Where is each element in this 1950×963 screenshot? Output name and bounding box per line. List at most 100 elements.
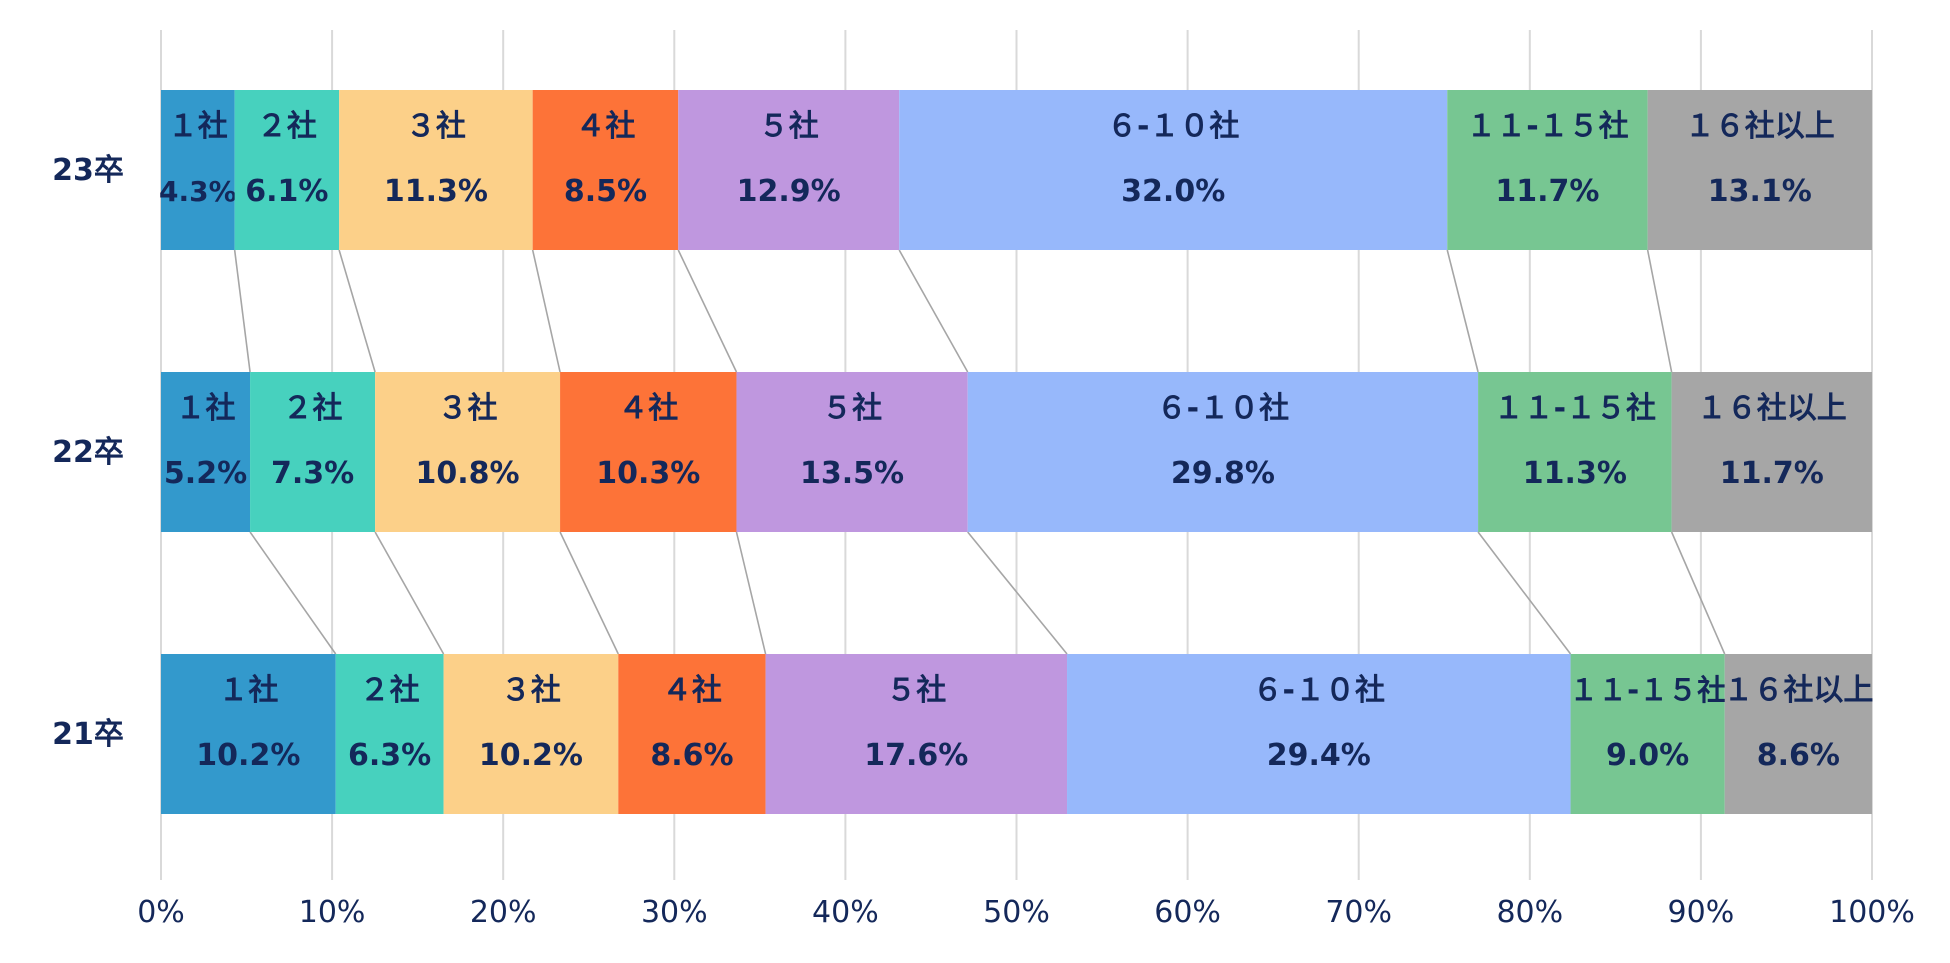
x-tick-label: 40% (812, 895, 879, 930)
series-connector-line (967, 531, 1068, 655)
series-connector-line (1446, 249, 1479, 373)
segment-series-label: １１-１５社 (1466, 109, 1628, 144)
segment-value-label: 32.0% (1121, 174, 1225, 209)
bar-segment (618, 654, 766, 814)
segment-value-label: 11.3% (1523, 456, 1627, 491)
bar-segment (335, 654, 444, 814)
series-connector-line (735, 531, 767, 655)
segment-value-label: 29.8% (1171, 456, 1275, 491)
segment-series-label: ２社 (360, 673, 420, 708)
bar-segment (967, 372, 1479, 532)
bar-segment (375, 372, 561, 532)
segment-value-label: 4.3% (159, 175, 237, 208)
bars: １社 4.3% ２社 6.1% ３社 11.3% ４社 8.5% ５社 12.9% ６-１０社 32.… (159, 90, 1873, 814)
bar-segment (234, 90, 340, 250)
x-tick-label: 80% (1496, 895, 1563, 930)
segment-value-label: 8.5% (564, 174, 647, 209)
x-tick-label: 0% (137, 895, 185, 930)
segment-value-label: 11.3% (384, 174, 488, 209)
bar-segment (560, 372, 737, 532)
bar-segment (736, 372, 968, 532)
bar-segment (339, 90, 533, 250)
bar-segment (443, 654, 619, 814)
x-tick-label: 10% (299, 895, 366, 930)
bar-segment (1647, 90, 1872, 250)
series-connector-line (1646, 249, 1673, 373)
segment-value-label: 8.6% (1757, 738, 1840, 773)
segment-series-label: １社 (218, 673, 278, 708)
segment-series-label: ４社 (575, 109, 635, 144)
series-connector-line (338, 249, 376, 373)
bar-segment (161, 90, 235, 250)
bar-segment (161, 654, 336, 814)
series-connector-line (233, 249, 251, 373)
x-tick-label: 100% (1829, 895, 1915, 930)
segment-value-label: 6.1% (245, 174, 328, 209)
series-connector-line (677, 249, 738, 373)
segment-value-label: 11.7% (1495, 174, 1599, 209)
segment-series-label: １１-１５社 (1569, 673, 1726, 707)
segment-value-label: 13.1% (1708, 174, 1812, 209)
x-tick-label: 70% (1325, 895, 1392, 930)
segment-value-label: 11.7% (1720, 456, 1824, 491)
segment-value-label: 6.3% (348, 738, 431, 773)
bar-segment (1478, 372, 1672, 532)
x-axis-ticks: 0% 10% 20% 30% 40% 50% 60% 70% 80% 90% 100% (137, 895, 1915, 930)
segment-series-label: １６社以上 (1685, 109, 1835, 144)
segment-value-label: 8.6% (650, 738, 733, 773)
segment-value-label: 29.4% (1267, 738, 1371, 773)
series-connector-line (249, 531, 337, 655)
segment-series-label: ３社 (501, 673, 561, 708)
segment-series-label: １６社以上 (1723, 673, 1873, 708)
segment-value-label: 9.0% (1606, 738, 1689, 773)
series-connector-line (559, 531, 620, 655)
bar-segment (532, 90, 679, 250)
segment-series-label: ２社 (283, 391, 343, 426)
x-tick-label: 30% (641, 895, 708, 930)
segment-value-label: 10.8% (416, 456, 520, 491)
bar-segment (1067, 654, 1571, 814)
bar-segment (1447, 90, 1648, 250)
category-label: 21卒 (52, 717, 124, 752)
segment-value-label: 10.2% (479, 738, 583, 773)
series-connector-line (1477, 531, 1572, 655)
segment-value-label: 10.3% (596, 456, 700, 491)
bar-segment (161, 372, 251, 532)
bar-segment (1570, 654, 1725, 814)
bar-segment (765, 654, 1068, 814)
segment-value-label: 7.3% (271, 456, 354, 491)
bar-segment (1671, 372, 1872, 532)
segment-series-label: ５社 (822, 391, 882, 426)
bar-row: １社 5.2% ２社 7.3% ３社 10.8% ４社 10.3% ５社 13.5% ６-１０社 29… (161, 372, 1872, 532)
segment-value-label: 17.6% (864, 738, 968, 773)
segment-series-label: ６-１０社 (1107, 109, 1239, 144)
category-label: 23卒 (52, 153, 124, 188)
category-label: 22卒 (52, 435, 124, 470)
x-tick-label: 90% (1668, 895, 1735, 930)
x-tick-label: 50% (983, 895, 1050, 930)
segment-series-label: ４社 (662, 673, 722, 708)
bar-row: １社 10.2% ２社 6.3% ３社 10.2% ４社 8.6% ５社 17.6% ６-１０社 29… (161, 654, 1873, 814)
segment-series-label: ４社 (618, 391, 678, 426)
x-tick-label: 60% (1154, 895, 1221, 930)
segment-series-label: ５社 (759, 109, 819, 144)
segment-series-label: ５社 (886, 673, 946, 708)
segment-value-label: 12.9% (737, 174, 841, 209)
series-connector-line (1670, 531, 1726, 655)
segment-value-label: 5.2% (164, 456, 247, 491)
bar-segment (678, 90, 900, 250)
series-lines (233, 249, 1726, 655)
segment-value-label: 10.2% (196, 738, 300, 773)
series-connector-line (531, 249, 561, 373)
segment-series-label: １社 (176, 391, 236, 426)
segment-series-label: ３社 (406, 109, 466, 144)
x-tick-label: 20% (470, 895, 537, 930)
series-connector-line (898, 249, 969, 373)
segment-series-label: ３社 (438, 391, 498, 426)
bar-segment (250, 372, 376, 532)
series-connector-line (374, 531, 445, 655)
bar-row: １社 4.3% ２社 6.1% ３社 11.3% ４社 8.5% ５社 12.9% ６-１０社 32.… (159, 90, 1872, 250)
segment-series-label: １６社以上 (1697, 391, 1847, 426)
